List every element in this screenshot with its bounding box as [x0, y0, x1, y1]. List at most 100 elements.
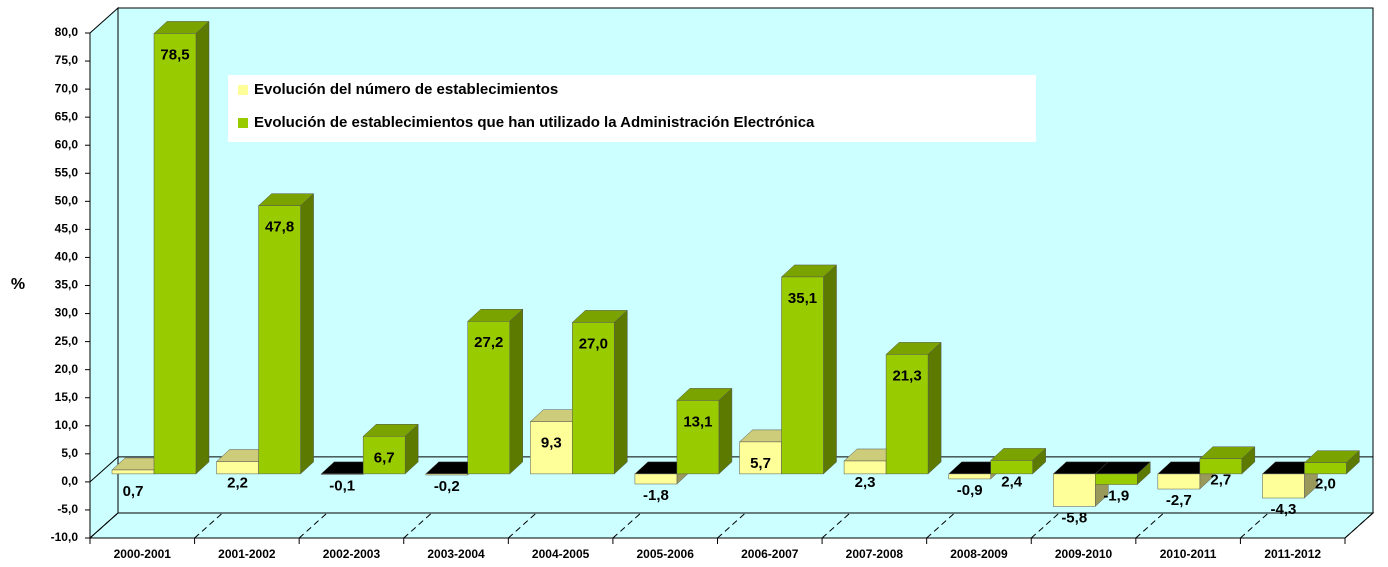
- floor: [88, 512, 1375, 539]
- bar-front: [1157, 473, 1201, 490]
- y-tick-label: -5,0: [57, 502, 78, 516]
- side-wall: [89, 6, 119, 540]
- value-label: 47,8: [265, 219, 294, 236]
- x-tick-label: 2011-2012: [1264, 547, 1321, 561]
- value-label: 5,7: [750, 455, 771, 472]
- y-tick-label: 70,0: [55, 81, 79, 95]
- legend-label: Evolución del número de establecimientos: [254, 81, 558, 98]
- zero-line-side: [89, 456, 119, 483]
- bar-front: [216, 461, 259, 475]
- value-label: 2,4: [1001, 473, 1023, 490]
- legend-label: Evolución de establecimientos que han ut…: [254, 114, 815, 131]
- bar-front: [258, 205, 301, 475]
- bar-side: [614, 309, 628, 475]
- value-label: 35,1: [788, 290, 817, 307]
- bar-side: [509, 308, 523, 475]
- bar-front: [843, 460, 887, 475]
- bar-front: [676, 400, 720, 475]
- y-tick-label: 65,0: [55, 109, 79, 123]
- bar-side: [823, 264, 837, 475]
- floor-divider: [926, 512, 955, 539]
- x-tick-label: 2003-2004: [427, 547, 485, 561]
- y-tick-label: 60,0: [55, 137, 79, 151]
- value-label: 6,7: [374, 449, 395, 466]
- bar-front: [885, 354, 929, 475]
- value-label: 9,3: [541, 435, 562, 452]
- y-tick-label: 40,0: [55, 250, 79, 264]
- value-label: -0,1: [329, 477, 355, 494]
- bar-side: [718, 387, 733, 475]
- x-tick-label: 2009-2010: [1055, 547, 1113, 561]
- bar-front: [1095, 473, 1138, 485]
- value-label: 27,2: [474, 334, 503, 351]
- bar: [885, 341, 942, 475]
- bar-front: [1053, 473, 1096, 507]
- value-label: 0,7: [123, 483, 144, 500]
- floor-divider: [298, 512, 328, 539]
- bar-front: [362, 436, 406, 475]
- legend-swatch: [238, 118, 248, 128]
- value-label: 2,3: [855, 474, 876, 491]
- y-tick-label: 45,0: [55, 222, 79, 236]
- bar-front: [634, 473, 678, 485]
- y-tick-label: 5,0: [61, 446, 78, 460]
- value-label: -2,7: [1166, 492, 1192, 509]
- bar: [990, 447, 1047, 475]
- y-tick-label: 80,0: [55, 25, 79, 39]
- value-label: -0,2: [434, 478, 460, 495]
- bar-front: [425, 473, 468, 476]
- bar: [571, 309, 628, 475]
- bar-front: [111, 469, 155, 475]
- y-axis-label: %: [11, 276, 25, 293]
- floor-divider: [508, 512, 537, 539]
- value-label: 2,0: [1315, 476, 1336, 493]
- value-label: 2,2: [227, 475, 248, 492]
- value-label: 78,5: [160, 46, 189, 63]
- y-tick-label: 15,0: [55, 390, 79, 404]
- bar: [780, 264, 838, 475]
- floor-divider: [1240, 512, 1269, 539]
- floor-divider: [821, 512, 851, 539]
- floor-divider: [194, 512, 223, 539]
- x-tick-label: 2000-2001: [114, 547, 172, 561]
- floor-divider: [1344, 512, 1374, 539]
- y-tick-label: 75,0: [55, 53, 79, 67]
- legend-swatch: [238, 85, 248, 95]
- value-label: -0,9: [957, 482, 983, 499]
- floor-divider: [717, 512, 746, 539]
- value-label: 21,3: [892, 367, 921, 384]
- y-tick-label: 20,0: [55, 362, 79, 376]
- y-tick-label: 30,0: [55, 306, 79, 320]
- value-label: -1,8: [643, 487, 669, 504]
- value-label: 13,1: [683, 413, 712, 430]
- bar-front: [467, 321, 510, 475]
- bar: [257, 193, 315, 475]
- bar-side: [927, 341, 942, 475]
- y-tick-label: 0,0: [61, 474, 78, 488]
- bar-front: [320, 473, 364, 475]
- y-tick-label: 50,0: [55, 194, 79, 208]
- x-tick-label: 2007-2008: [846, 547, 904, 561]
- x-tick-label: 2001-2002: [218, 547, 276, 561]
- value-label: -1,9: [1103, 488, 1129, 505]
- legend-box: [228, 75, 1036, 142]
- x-tick-label: 2006-2007: [741, 547, 799, 561]
- x-tick-label: 2008-2009: [950, 547, 1008, 561]
- floor-divider: [89, 512, 119, 539]
- value-label: -5,8: [1061, 509, 1087, 526]
- x-tick-label: 2005-2006: [637, 547, 695, 561]
- floor-divider: [1135, 512, 1165, 539]
- value-label: 2,7: [1210, 472, 1231, 489]
- floor-divider: [403, 512, 433, 539]
- y-tick-label: -10,0: [51, 530, 79, 544]
- x-tick-label: 2010-2011: [1160, 547, 1217, 561]
- bar-side: [300, 193, 314, 475]
- bar-front: [948, 473, 991, 480]
- floor-divider: [612, 512, 642, 539]
- y-tick-label: 55,0: [55, 165, 79, 179]
- bar: [467, 308, 524, 475]
- bar-side: [195, 20, 210, 475]
- x-tick-label: 2002-2003: [323, 547, 381, 561]
- value-label: 27,0: [579, 335, 608, 352]
